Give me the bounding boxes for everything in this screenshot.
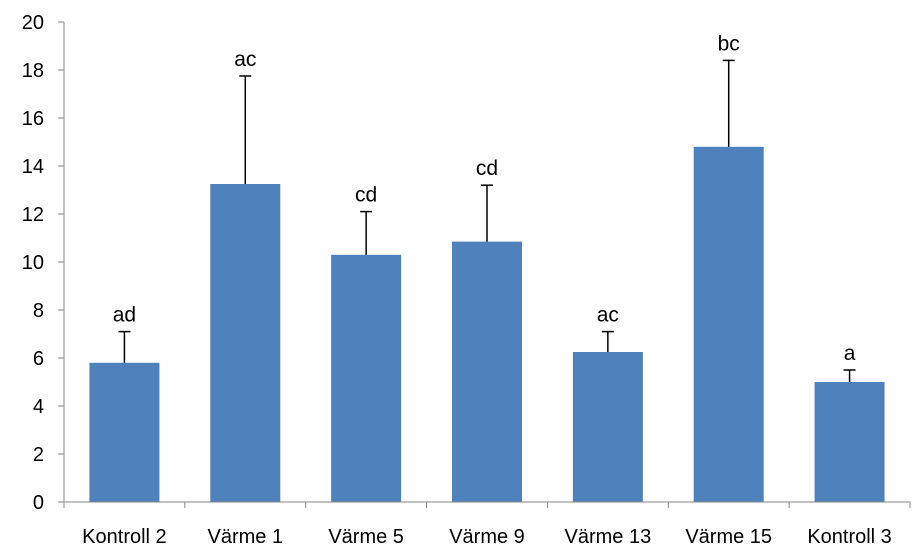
bars [89, 146, 885, 503]
y-axis-ticks: 0 2 4 6 8 10 12 14 16 18 20 [22, 12, 911, 514]
significance-label: ac [597, 304, 619, 327]
y-tick-label: 2 [33, 444, 44, 466]
x-axis-labels: Kontroll 2 Värme 1 Värme 5 Värme 9 Värme 13 V… [82, 526, 892, 548]
significance-label: cd [355, 184, 377, 207]
x-category-label: Värme 1 [207, 526, 283, 548]
y-tick-label: 0 [33, 492, 44, 514]
error-bars [118, 59, 856, 382]
significance-label: cd [476, 157, 498, 180]
x-category-label: Kontroll 3 [807, 526, 892, 548]
x-category-label: Värme 5 [328, 526, 404, 548]
y-tick-label: 12 [22, 204, 44, 226]
significance-label: a [844, 342, 856, 365]
y-tick-label: 8 [33, 300, 44, 322]
bar [89, 362, 160, 502]
bar [331, 254, 402, 502]
x-category-label: Värme 9 [449, 526, 525, 548]
x-category-label: Värme 13 [564, 526, 651, 548]
bar [210, 184, 281, 502]
bar [693, 146, 764, 503]
y-tick-label: 14 [22, 156, 44, 178]
significance-label: ad [113, 304, 136, 327]
significance-labels: ad ac cd cd ac bc a [113, 32, 856, 365]
bar [572, 352, 643, 502]
x-category-label: Värme 15 [685, 526, 772, 548]
y-tick-label: 10 [22, 252, 44, 274]
y-tick-label: 6 [33, 348, 44, 370]
y-tick-label: 4 [33, 396, 44, 418]
y-tick-label: 20 [22, 12, 44, 34]
y-tick-label: 16 [22, 108, 44, 130]
significance-label: bc [718, 32, 740, 55]
significance-label: ac [234, 48, 256, 71]
bar [452, 241, 522, 502]
bar [814, 382, 885, 502]
x-category-label: Kontroll 2 [82, 526, 167, 548]
y-tick-label: 18 [22, 60, 44, 82]
